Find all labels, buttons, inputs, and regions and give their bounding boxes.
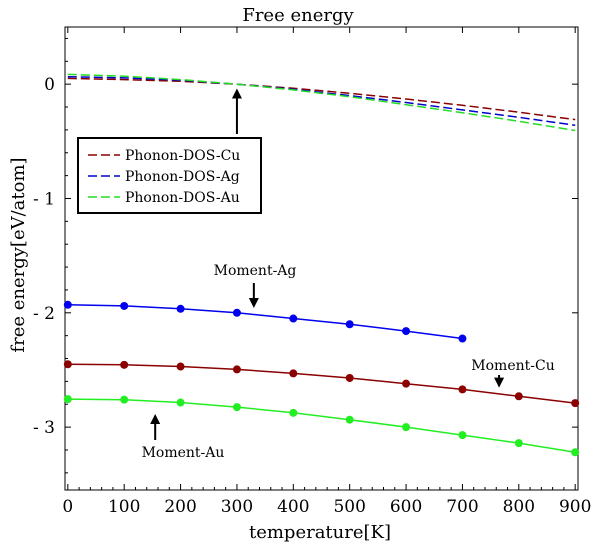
data-point	[120, 395, 129, 404]
annotation-label: Moment-Au	[142, 445, 225, 461]
annotation-arrow-head	[494, 377, 505, 388]
series-line	[67, 398, 576, 454]
data-point	[176, 362, 185, 371]
data-point	[345, 320, 354, 329]
x-tick-label: 300	[221, 497, 253, 517]
series-line	[67, 77, 576, 121]
x-tick-label: 0	[62, 497, 73, 517]
y-tick-label: 0	[44, 75, 55, 95]
x-tick-label: 200	[164, 497, 196, 517]
data-point	[458, 334, 467, 343]
data-point	[514, 392, 523, 401]
series-line	[67, 363, 576, 404]
data-point	[63, 395, 72, 404]
series-line	[67, 304, 463, 340]
data-point	[458, 385, 467, 394]
data-point	[571, 448, 580, 457]
data-point	[402, 327, 411, 336]
annotation-arrow-head	[231, 88, 242, 99]
data-point	[63, 360, 72, 369]
data-point	[120, 301, 129, 310]
x-tick-label: 600	[390, 497, 422, 517]
legend-label: Phonon-DOS-Au	[125, 190, 240, 206]
y-tick-label: - 2	[33, 304, 55, 324]
data-point	[176, 398, 185, 407]
data-point	[402, 379, 411, 388]
plot-area: 0 100 200 300 400 500 600 700 800 900 0 - 1 - 2 - 3 Ph…	[33, 26, 591, 517]
data-point	[402, 423, 411, 432]
series-line	[67, 75, 576, 127]
data-point	[571, 399, 580, 408]
data-point	[345, 415, 354, 424]
data-point	[176, 304, 185, 313]
chart-title: Free energy	[242, 5, 354, 26]
annotation-label: Moment-Ag	[214, 263, 297, 279]
data-point	[458, 431, 467, 440]
annotation-arrow-head	[248, 297, 259, 308]
x-tick-label: 400	[277, 497, 309, 517]
data-point	[289, 408, 298, 417]
x-tick-label: 100	[108, 497, 140, 517]
x-tick-label: 900	[559, 497, 591, 517]
x-axis-label: temperature[K]	[249, 522, 391, 543]
data-point	[232, 365, 241, 374]
data-point	[289, 369, 298, 378]
x-tick-label: 800	[503, 497, 535, 517]
legend-label: Phonon-DOS-Cu	[125, 148, 240, 164]
x-tick-label: 500	[333, 497, 365, 517]
y-tick-label: - 1	[33, 189, 55, 209]
annotation-label: Moment-Cu	[471, 358, 554, 374]
plot-frame	[64, 26, 579, 491]
data-point	[514, 439, 523, 448]
series-line	[67, 73, 576, 132]
data-point	[345, 373, 354, 382]
data-point	[289, 314, 298, 323]
y-axis-label: free energy[eV/atom]	[8, 157, 29, 352]
data-point	[232, 403, 241, 412]
y-tick-label: - 3	[33, 418, 55, 438]
data-point	[120, 360, 129, 369]
legend-label: Phonon-DOS-Ag	[125, 169, 240, 185]
x-tick-label: 700	[446, 497, 478, 517]
annotation-arrow-head	[150, 413, 161, 424]
data-point	[63, 300, 72, 309]
data-point	[232, 308, 241, 317]
